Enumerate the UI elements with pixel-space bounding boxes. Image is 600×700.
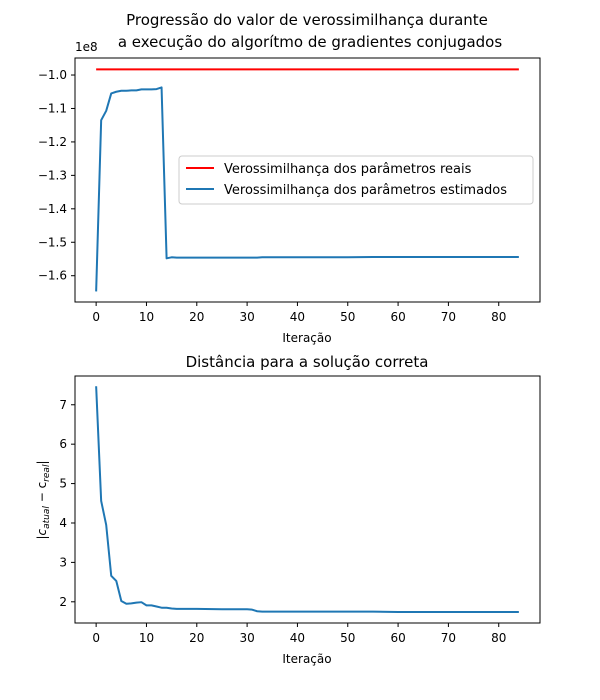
ylabel-minus: − c bbox=[35, 482, 49, 506]
ylabel-close: | bbox=[35, 461, 49, 465]
x-tick-label: 70 bbox=[441, 631, 456, 645]
y-tick-label: −1.3 bbox=[38, 168, 67, 182]
y-tick-label: −1.4 bbox=[38, 202, 67, 216]
y-tick-label: −1.0 bbox=[38, 68, 67, 82]
x-tick-label: 0 bbox=[92, 631, 100, 645]
x-tick-label: 30 bbox=[239, 310, 254, 324]
likelihood-chart-y-ticks: −1.6 −1.5 −1.4 −1.3 −1.2 −1.1 −1.0 bbox=[38, 68, 75, 283]
distance-chart-y-axis-label: |catual − creal| bbox=[35, 461, 52, 540]
distance-chart-y-ticks: 2 3 4 5 6 7 bbox=[59, 398, 75, 609]
x-tick-label: 40 bbox=[290, 310, 305, 324]
likelihood-chart: Progressão do valor de verossimilhança d… bbox=[38, 11, 541, 345]
legend-box bbox=[178, 155, 534, 205]
series-line-0 bbox=[95, 386, 519, 614]
y-tick-label: 7 bbox=[59, 398, 67, 412]
x-tick-label: 20 bbox=[189, 310, 204, 324]
y-tick-label: −1.5 bbox=[38, 235, 67, 249]
ylabel-open: |c bbox=[35, 528, 49, 539]
y-tick-label: 4 bbox=[59, 516, 67, 530]
distance-chart: Distância para a solução correta 0 10 20 30… bbox=[35, 353, 541, 666]
x-tick-label: 10 bbox=[139, 310, 154, 324]
legend-label-true-params: Verossimilhança dos parâmetros reais bbox=[224, 162, 472, 177]
x-tick-label: 50 bbox=[340, 310, 355, 324]
legend-label-estimated-params: Verossimilhança dos parâmetros estimados bbox=[224, 183, 507, 198]
distance-chart-series bbox=[95, 386, 519, 614]
x-tick-label: 80 bbox=[491, 310, 506, 324]
x-tick-label: 0 bbox=[92, 310, 100, 324]
x-tick-label: 60 bbox=[390, 631, 405, 645]
x-tick-label: 60 bbox=[390, 310, 405, 324]
x-tick-label: 50 bbox=[340, 631, 355, 645]
likelihood-chart-title-line-2: a execução do algorítmo de gradientes co… bbox=[118, 33, 503, 51]
distance-chart-x-axis-label: Iteração bbox=[282, 652, 331, 666]
x-tick-label: 30 bbox=[239, 631, 254, 645]
distance-chart-x-ticks: 0 10 20 30 40 50 60 70 80 bbox=[92, 623, 506, 645]
x-tick-label: 70 bbox=[441, 310, 456, 324]
likelihood-chart-legend: Verossimilhança dos parâmetros reais Ver… bbox=[178, 155, 534, 205]
likelihood-chart-series bbox=[95, 68, 519, 292]
y-tick-label: 6 bbox=[59, 437, 67, 451]
x-tick-label: 10 bbox=[139, 631, 154, 645]
ylabel-sub-real: real bbox=[42, 464, 52, 482]
x-tick-label: 40 bbox=[290, 631, 305, 645]
y-tick-label: 5 bbox=[59, 477, 67, 491]
y-tick-label: 3 bbox=[59, 555, 67, 569]
likelihood-chart-frame bbox=[74, 57, 541, 303]
y-tick-label: 2 bbox=[59, 595, 67, 609]
series-line-1 bbox=[95, 86, 519, 292]
x-tick-label: 20 bbox=[189, 631, 204, 645]
distance-chart-title: Distância para a solução correta bbox=[186, 353, 429, 371]
likelihood-chart-y-offset-label: 1e8 bbox=[75, 40, 98, 54]
likelihood-chart-title-line-1: Progressão do valor de verossimilhança d… bbox=[126, 11, 488, 29]
ylabel-sub-atual: atual bbox=[42, 506, 52, 529]
y-tick-label: −1.1 bbox=[38, 101, 67, 115]
x-tick-label: 80 bbox=[491, 631, 506, 645]
y-tick-label: −1.6 bbox=[38, 269, 67, 283]
likelihood-chart-x-ticks: 0 10 20 30 40 50 60 70 80 bbox=[92, 302, 506, 324]
distance-chart-frame bbox=[74, 375, 541, 624]
likelihood-chart-x-axis-label: Iteração bbox=[282, 331, 331, 345]
y-tick-label: −1.2 bbox=[38, 135, 67, 149]
